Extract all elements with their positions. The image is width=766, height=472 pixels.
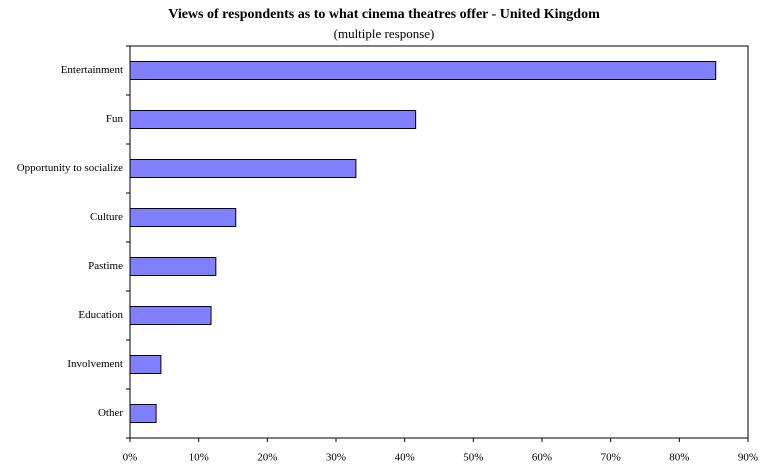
y-tick-label: Culture xyxy=(90,211,123,223)
y-tick-label: Other xyxy=(98,407,123,419)
bar xyxy=(129,61,717,80)
y-tick-label: Fun xyxy=(106,113,124,125)
chart-subtitle: (multiple response) xyxy=(334,26,435,41)
y-tick-label: Entertainment xyxy=(61,64,123,76)
bar xyxy=(129,355,162,374)
bar xyxy=(129,257,217,276)
chart-title: Views of respondents as to what cinema t… xyxy=(168,7,600,22)
x-tick-label: 50% xyxy=(463,452,483,464)
x-tick-label: 70% xyxy=(601,452,621,464)
plot-area xyxy=(129,45,749,439)
bar xyxy=(129,306,212,325)
x-tick-label: 0% xyxy=(123,452,138,464)
x-tick-label: 10% xyxy=(189,452,209,464)
bar xyxy=(129,404,157,423)
y-tick-label: Pastime xyxy=(88,260,123,272)
x-tick-label: 40% xyxy=(395,452,415,464)
y-tick-label: Education xyxy=(78,309,123,321)
bar xyxy=(129,208,237,227)
x-tick-label: 60% xyxy=(532,452,552,464)
x-tick-label: 20% xyxy=(257,452,277,464)
x-tick-label: 80% xyxy=(669,452,689,464)
y-tick-label: Involvement xyxy=(67,358,123,370)
y-tick-label: Opportunity to socialize xyxy=(17,162,123,174)
bar xyxy=(129,110,417,129)
x-tick-label: 30% xyxy=(326,452,346,464)
bar xyxy=(129,159,357,178)
x-tick-label: 90% xyxy=(738,452,758,464)
